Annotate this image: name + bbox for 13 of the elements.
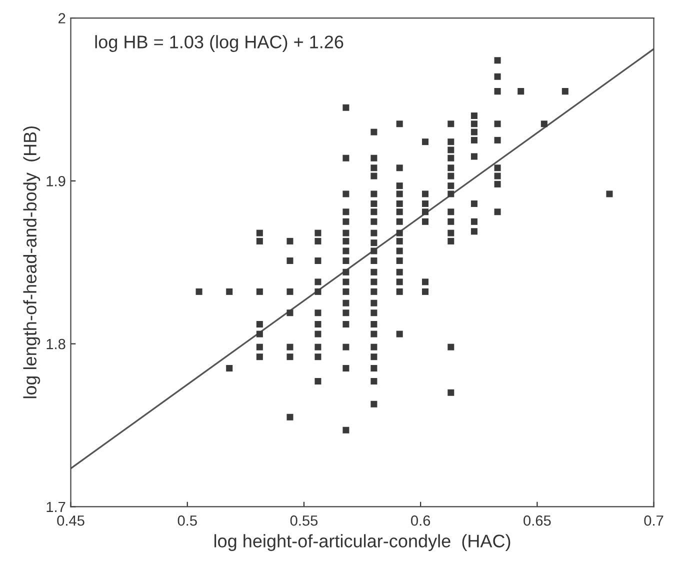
y-tick-label: 1.9 (46, 176, 66, 186)
y-tick-label: 2 (58, 13, 66, 24)
x-tick-label: 0.5 (178, 515, 197, 526)
x-tick-label: 0.55 (290, 515, 318, 526)
x-axis-title: log height-of-articular-condyle (HAC) (214, 534, 510, 552)
x-tick-label: 0.7 (644, 515, 664, 526)
y-axis-title: log length-of-head-and-body (HB) (23, 126, 40, 398)
y-tick-label: 1.7 (46, 502, 66, 512)
x-tick-label: 0.65 (524, 515, 551, 526)
x-tick-label: 0.45 (57, 515, 84, 526)
x-tick-label: 0.6 (411, 515, 430, 526)
annotation: log HB = 1.03 (log HAC) + 1.26 (95, 35, 344, 52)
y-tick-label: 1.8 (46, 338, 66, 350)
